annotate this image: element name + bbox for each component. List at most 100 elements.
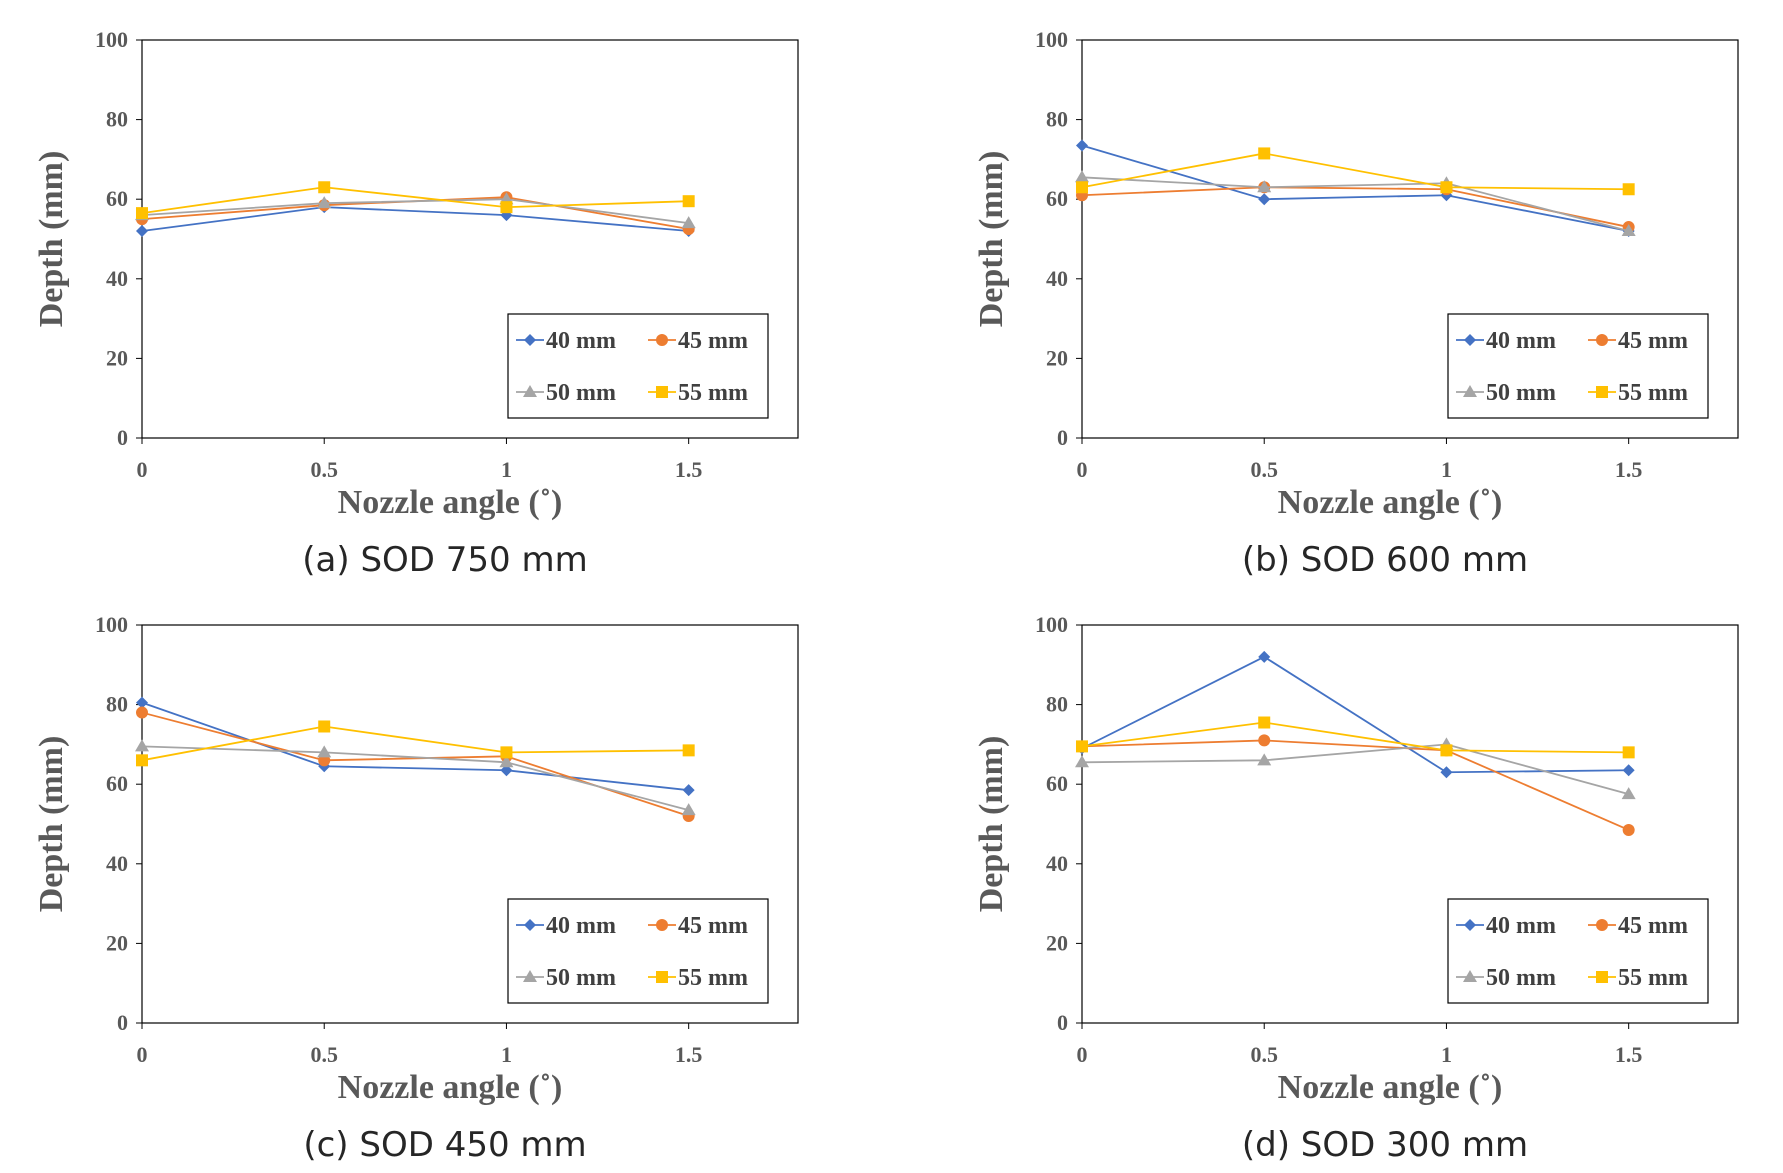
chart-svg: 0 20 40 60 80 100 0 0.5 1 1.5 Nozzle angle (˚) Dept… [973,27,1739,521]
legend-item: 40 mm [1456,913,1556,939]
legend-box [507,898,769,1004]
legend-box [1447,313,1709,419]
plot-area [1081,39,1739,439]
series-line [1081,176,1629,232]
series-line [1081,721,1629,754]
legend-label: 55 mm [1618,380,1688,406]
data-point [1075,755,1089,768]
y-tick-label: 0 [1057,1010,1068,1035]
y-tick-label: 100 [95,27,128,52]
x-tick-label: 0.5 [1250,457,1278,482]
y-tick-label: 60 [106,771,128,796]
y-tick-label: 60 [1046,186,1068,211]
series-line [141,725,689,762]
series-line [141,198,689,224]
series-40-mm [136,201,695,238]
x-tick-label: 1.5 [1615,457,1643,482]
y-axis-title: Depth (mm) [33,736,70,913]
legend-label: 50 mm [546,965,616,991]
x-tick-label: 1.5 [675,1042,703,1067]
x-tick-label: 0 [137,1042,148,1067]
y-tick-label: 80 [1046,692,1068,717]
legend-item: 50 mm [1456,965,1556,991]
series-50-mm [135,739,696,816]
plot-area [141,624,799,1024]
series-55-mm [1076,716,1635,759]
chart-caption: (d) SOD 300 mm [1241,1125,1529,1165]
chart-svg: 0 20 40 60 80 100 0 0.5 1 1.5 Nozzle angle (˚) Dept… [973,612,1739,1106]
series-line [141,701,689,792]
data-point [1076,139,1088,152]
legend-item: 45 mm [648,913,748,939]
series-line [1081,186,1629,228]
y-tick-label: 60 [106,186,128,211]
series-50-mm [135,192,696,229]
data-point [136,225,148,238]
legend-marker [656,334,668,346]
chart-svg: 0 20 40 60 80 100 0 0.5 1 1.5 Nozzle angle (˚) Dept… [33,612,799,1106]
y-tick-label: 20 [1046,930,1068,955]
chart-panel-sod-300: 0 20 40 60 80 100 0 0.5 1 1.5 Nozzle angle (˚) Dept… [940,585,1783,1170]
y-tick-label: 40 [1046,851,1068,876]
data-point [681,216,696,229]
chart-caption: (a) SOD 750 mm [302,540,588,580]
data-point [1440,744,1453,757]
legend-marker [1596,971,1608,983]
series-45-mm [136,706,695,823]
legend-label: 40 mm [546,328,616,354]
data-point [1257,180,1272,193]
data-point [1257,753,1272,766]
legend-marker [1596,919,1608,931]
chart-panel-sod-750: 0 20 40 60 80 100 0 0.5 1 1.5 Nozzle angle (˚) Dept… [0,0,890,585]
chart-caption: (b) SOD 600 mm [1241,540,1529,580]
legend-item: 45 mm [1588,913,1688,939]
data-point [1076,740,1088,753]
series-55-mm [1076,147,1635,196]
data-point [317,196,332,209]
y-tick-label: 40 [106,266,128,291]
legend-label: 50 mm [546,380,616,406]
x-tick-label: 0.5 [310,457,338,482]
series-40-mm [1076,650,1635,779]
y-tick-label: 80 [106,692,128,717]
legend-marker [1463,970,1477,982]
legend-box [507,313,769,419]
x-tick-label: 1 [501,457,512,482]
series-line [1081,152,1629,191]
legend-item: 45 mm [1588,328,1688,354]
legend-item: 55 mm [1588,380,1688,406]
data-point [318,181,331,194]
legend-marker [524,334,536,346]
data-point [1258,716,1271,729]
data-point [1440,181,1453,194]
legend-label: 45 mm [678,328,748,354]
legend-label: 45 mm [1618,328,1688,354]
x-tick-label: 0.5 [1250,1042,1278,1067]
legend-marker [656,971,668,983]
legend-label: 55 mm [678,380,748,406]
legend-item: 45 mm [648,328,748,354]
chart-svg: 0 20 40 60 80 100 0 0.5 1 1.5 Nozzle angle (˚) Dept… [33,27,799,521]
legend-item: 50 mm [516,380,616,406]
legend-item: 55 mm [648,380,748,406]
x-tick-label: 1 [501,1042,512,1067]
x-axis-title: Nozzle angle (˚) [1278,484,1503,521]
legend-label: 55 mm [678,965,748,991]
x-axis-title: Nozzle angle (˚) [338,484,563,521]
y-tick-label: 100 [95,612,128,637]
data-point [1621,787,1636,800]
data-point [136,207,148,220]
data-point [1440,766,1453,779]
legend-marker [656,919,668,931]
legend-marker [1596,386,1608,398]
legend: 40 mm 45 mm 50 mm 55 mm [1447,313,1709,419]
y-axis-title: Depth (mm) [33,151,70,328]
plot-area [141,39,799,439]
y-tick-label: 0 [1057,425,1068,450]
legend-marker [1464,334,1476,346]
y-tick-label: 0 [117,425,128,450]
y-tick-label: 20 [106,930,128,955]
legend: 40 mm 45 mm 50 mm 55 mm [507,898,769,1004]
legend-label: 40 mm [1486,913,1556,939]
legend-item: 55 mm [1588,965,1688,991]
